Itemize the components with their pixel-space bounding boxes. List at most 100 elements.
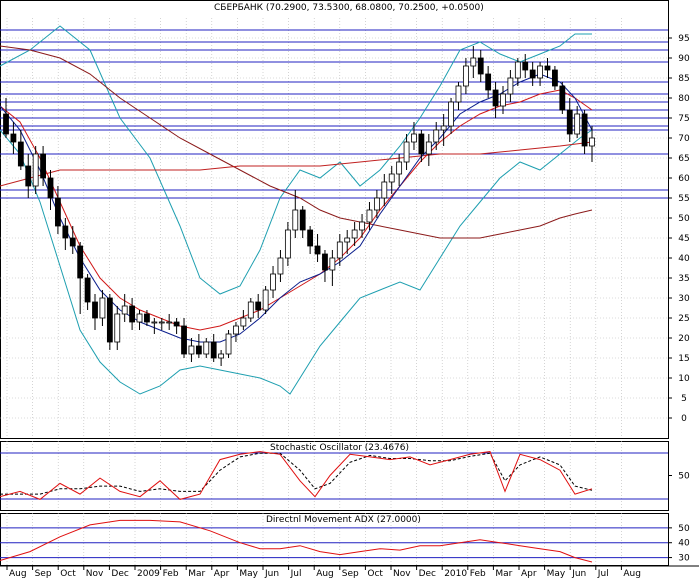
fast-moving-average-line bbox=[0, 73, 593, 343]
candle-body bbox=[440, 125, 447, 131]
candle-body bbox=[388, 173, 395, 183]
adx-tick-label: 50 bbox=[678, 524, 690, 534]
mid-moving-average-line bbox=[0, 89, 593, 331]
candle-body bbox=[329, 257, 336, 271]
candle-body bbox=[270, 273, 276, 291]
candle-body bbox=[448, 101, 454, 127]
stochastic-panel: 50 bbox=[0, 451, 690, 500]
candle-body bbox=[106, 297, 113, 343]
adx-panel: 30 40 50 bbox=[0, 519, 690, 564]
candle-body bbox=[322, 253, 328, 271]
upper-bollinger-line bbox=[0, 25, 592, 295]
candle-body bbox=[225, 333, 232, 355]
candle-body bbox=[121, 305, 128, 315]
x-axis-months: Aug Sep Oct Nov Dec 2009 Feb Mar Apr May Jun Jul Aug… bbox=[6, 566, 641, 578]
y-tick-label: 30 bbox=[678, 294, 690, 304]
candle-body bbox=[485, 73, 492, 91]
stochastic-k-line bbox=[0, 451, 593, 500]
x-tick-label: Oct bbox=[60, 569, 76, 578]
candle-body bbox=[129, 305, 136, 323]
candle-body bbox=[25, 165, 32, 187]
y-tick-label: 95 bbox=[678, 34, 689, 44]
candle-body bbox=[62, 225, 69, 239]
candle-body bbox=[552, 69, 558, 87]
x-tick-label: Jul bbox=[597, 569, 609, 578]
candle-body bbox=[188, 345, 195, 355]
y-tick-label: 10 bbox=[678, 374, 690, 384]
y-tick-label: 60 bbox=[678, 174, 690, 184]
y-tick-label: 5 bbox=[681, 394, 687, 404]
y-tick-label: 45 bbox=[678, 234, 689, 244]
candle-body bbox=[69, 237, 76, 247]
x-tick-label: Sep bbox=[35, 569, 52, 578]
y-tick-label: 15 bbox=[678, 354, 689, 364]
candle-body bbox=[92, 301, 98, 319]
candle-body bbox=[514, 61, 521, 79]
x-tick-label: Dec bbox=[111, 569, 128, 578]
candle-body bbox=[158, 321, 165, 324]
candle-body bbox=[366, 209, 373, 223]
candle-body bbox=[581, 113, 588, 147]
candle-body bbox=[240, 317, 247, 327]
x-tick-label: 2010 bbox=[444, 569, 467, 578]
y-tick-label: 20 bbox=[678, 334, 690, 344]
lower-bollinger-line bbox=[0, 129, 593, 395]
candle-body bbox=[433, 129, 440, 143]
candle-body bbox=[32, 153, 39, 187]
candle-body bbox=[77, 245, 84, 279]
y-tick-label: 70 bbox=[678, 134, 690, 144]
candle-body bbox=[181, 325, 187, 355]
candle-body bbox=[277, 257, 284, 275]
candle-body bbox=[500, 93, 506, 107]
x-tick-label: Nov bbox=[86, 569, 104, 578]
candle-body bbox=[218, 353, 225, 359]
adx-tick-label: 40 bbox=[678, 539, 690, 549]
candle-body bbox=[210, 341, 217, 359]
candle-body bbox=[507, 77, 514, 95]
x-tick-label: Sep bbox=[342, 569, 359, 578]
y-tick-label: 0 bbox=[681, 414, 687, 424]
candle-body bbox=[396, 161, 403, 175]
candle-body bbox=[166, 321, 173, 324]
candle-body bbox=[144, 313, 150, 323]
candle-body bbox=[195, 345, 202, 355]
candle-body bbox=[544, 65, 551, 71]
y-tick-label: 90 bbox=[678, 54, 690, 64]
ma-200-line bbox=[0, 141, 593, 187]
x-tick-label: Jun bbox=[264, 569, 279, 578]
candle-body bbox=[529, 69, 536, 79]
candle-body bbox=[574, 113, 581, 135]
candle-body bbox=[55, 197, 61, 227]
x-tick-label: May bbox=[239, 569, 258, 578]
candle-body bbox=[307, 229, 314, 247]
candle-body bbox=[233, 325, 239, 335]
candle-body bbox=[344, 237, 351, 243]
x-tick-label: Apr bbox=[214, 569, 230, 578]
x-tick-label: Oct bbox=[367, 569, 383, 578]
candle-body bbox=[589, 137, 595, 147]
x-tick-label: Aug bbox=[623, 569, 641, 578]
candle-body bbox=[292, 209, 299, 231]
candle-body bbox=[3, 113, 9, 135]
candle-body bbox=[203, 341, 210, 355]
candle-body bbox=[373, 197, 380, 211]
candle-body bbox=[10, 133, 17, 143]
candle-body bbox=[84, 277, 91, 303]
stochastic-title: Stochastic Oscillator (23.4676) bbox=[270, 443, 409, 453]
x-tick-label: Feb bbox=[163, 569, 179, 578]
candle-body bbox=[99, 297, 106, 319]
candle-body bbox=[359, 221, 365, 231]
indicator-lines bbox=[0, 25, 593, 395]
y-tick-label: 55 bbox=[678, 194, 689, 204]
candle-body bbox=[314, 245, 321, 255]
candles bbox=[3, 46, 595, 366]
y-tick-label: 40 bbox=[678, 254, 690, 264]
candle-body bbox=[255, 301, 262, 311]
x-tick-label: Mar bbox=[495, 569, 512, 578]
candle-body bbox=[247, 301, 254, 319]
candle-body bbox=[522, 61, 529, 71]
y-tick-label: 85 bbox=[678, 74, 689, 84]
